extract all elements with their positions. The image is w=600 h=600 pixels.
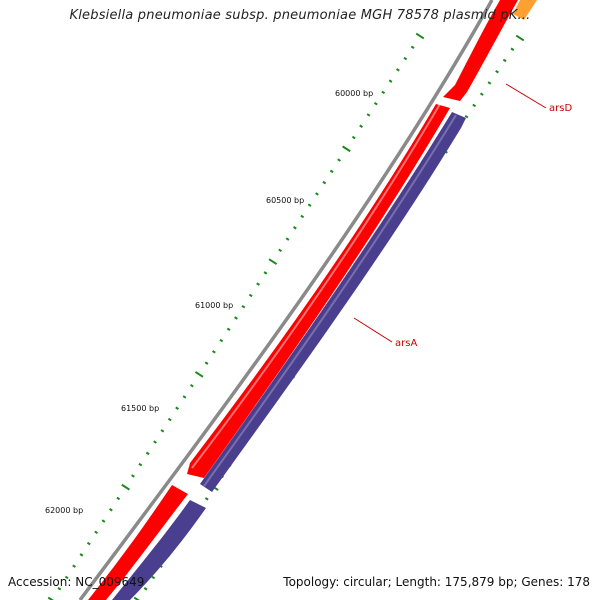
minor-tick	[388, 79, 393, 83]
minor-tick	[226, 327, 231, 331]
minor-tick	[487, 81, 492, 85]
minor-tick	[167, 417, 172, 422]
minor-tick	[153, 440, 157, 444]
minor-tick	[337, 158, 341, 162]
minor-tick	[160, 429, 165, 433]
minor-tick	[94, 530, 99, 535]
forward-highlight	[191, 103, 441, 469]
minor-tick	[510, 47, 515, 51]
minor-tick	[175, 406, 180, 410]
minor-tick	[219, 338, 224, 343]
minor-tick	[64, 575, 69, 580]
gene-label-leader-arsA	[353, 317, 393, 343]
minor-tick	[143, 587, 148, 591]
minor-tick	[145, 451, 150, 456]
minor-tick	[502, 58, 507, 63]
minor-tick	[351, 135, 356, 140]
gene-labels: arsD arsA	[353, 83, 572, 349]
major-tick	[515, 34, 525, 42]
upstream-feature[interactable]	[513, 0, 537, 20]
feature-tracks	[78, 0, 537, 600]
position-label-61000: 61000 bp	[195, 301, 233, 310]
minor-tick	[464, 114, 469, 119]
minor-tick	[495, 70, 499, 74]
minor-tick	[57, 587, 62, 591]
minor-tick	[329, 169, 334, 174]
minor-tick	[204, 497, 209, 501]
gene-arsD-arrow[interactable]	[443, 0, 518, 101]
minor-tick	[292, 226, 297, 230]
major-tick	[133, 596, 140, 600]
minor-tick	[138, 462, 143, 467]
minor-tick	[131, 474, 135, 478]
gene-label-arsD[interactable]: arsD	[549, 103, 572, 114]
major-tick	[415, 32, 425, 40]
accession-text: Accession: NC_009649	[8, 575, 145, 589]
minor-tick	[263, 271, 268, 275]
minor-tick	[204, 361, 209, 365]
minor-tick	[101, 519, 106, 523]
gene-reverse-feature-lower[interactable]	[112, 500, 206, 600]
minor-tick	[472, 103, 477, 108]
gene-label-arsA[interactable]: arsA	[395, 338, 417, 349]
minor-tick	[373, 101, 378, 106]
minor-tick	[212, 350, 216, 354]
gene-forward-feature-lower[interactable]	[88, 485, 188, 600]
minor-tick	[248, 293, 253, 298]
major-tick	[342, 145, 351, 153]
minor-tick	[151, 575, 156, 580]
minor-tick	[285, 237, 290, 241]
minor-tick	[241, 305, 246, 309]
position-label-60000: 60000 bp	[335, 89, 373, 98]
reverse-highlight	[203, 114, 457, 487]
position-label-62000: 62000 bp	[45, 506, 83, 515]
minor-tick	[403, 56, 408, 61]
major-tick	[47, 596, 54, 600]
minor-tick	[189, 383, 194, 388]
minor-tick	[72, 564, 76, 568]
map-title: Klebsiella pneumoniae subsp. pneumoniae …	[69, 8, 531, 23]
minor-tick	[322, 180, 327, 185]
major-tick	[268, 258, 278, 265]
gene-forward-feature[interactable]	[187, 104, 450, 478]
minor-tick	[359, 124, 364, 128]
position-labels: 60000 bp 60500 bp 61000 bp 61500 bp 6200…	[45, 89, 373, 515]
minor-tick	[256, 282, 260, 286]
minor-tick	[396, 68, 400, 72]
minor-tick	[315, 192, 319, 196]
minor-tick	[307, 203, 312, 207]
major-tick	[121, 483, 130, 491]
minor-tick	[108, 508, 113, 512]
minor-tick	[479, 92, 484, 96]
minor-tick	[79, 553, 84, 557]
sequence-backbone	[78, 0, 494, 600]
minor-tick	[116, 496, 121, 501]
gene-arsA-arrow[interactable]	[200, 112, 466, 492]
summary-text: Topology: circular; Length: 175,879 bp; …	[283, 575, 590, 589]
position-label-61500: 61500 bp	[121, 404, 159, 413]
minor-tick	[410, 45, 415, 49]
minor-tick	[278, 248, 283, 253]
minor-tick	[86, 541, 91, 546]
minor-tick	[381, 90, 386, 95]
minor-tick	[300, 214, 305, 219]
position-label-60500: 60500 bp	[266, 196, 304, 205]
minor-tick	[182, 395, 187, 399]
major-tick	[194, 371, 204, 378]
minor-tick	[234, 316, 238, 320]
gene-label-leader-arsD	[505, 83, 547, 109]
minor-tick	[366, 113, 371, 117]
